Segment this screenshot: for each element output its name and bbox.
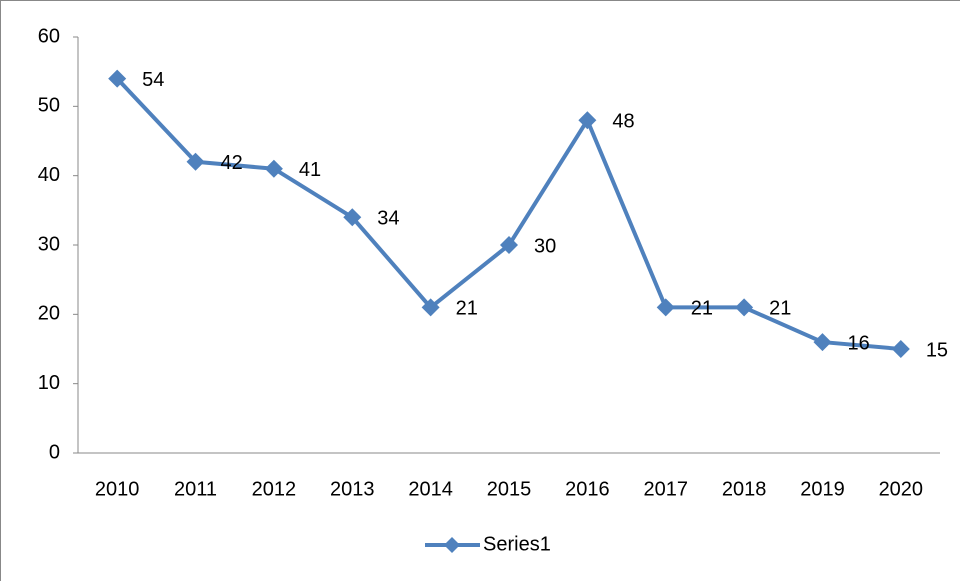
- data-label: 21: [456, 298, 478, 320]
- data-label: 54: [142, 69, 164, 91]
- y-tick-label: 20: [38, 303, 60, 325]
- data-label: 15: [926, 339, 948, 361]
- data-label: 16: [847, 332, 869, 354]
- y-tick-label: 40: [38, 164, 60, 186]
- x-tick-label: 2016: [565, 478, 610, 500]
- point-marker: [421, 298, 440, 317]
- legend-label: Series1: [483, 533, 551, 555]
- data-label: 21: [691, 298, 713, 320]
- point-marker: [343, 208, 362, 227]
- data-label: 21: [769, 298, 791, 320]
- data-label: 30: [534, 235, 556, 257]
- y-tick-label: 50: [38, 95, 60, 117]
- x-tick-label: 2011: [174, 478, 217, 500]
- point-marker: [656, 298, 675, 317]
- y-tick-label: 30: [38, 233, 60, 255]
- y-tick-label: 10: [38, 372, 60, 394]
- point-marker: [108, 69, 127, 88]
- y-tick-label: 0: [49, 441, 60, 463]
- point-marker: [578, 111, 597, 130]
- x-tick-label: 2013: [330, 478, 375, 500]
- legend-marker: [444, 537, 460, 553]
- x-tick-label: 2012: [252, 478, 297, 500]
- x-tick-label: 2010: [95, 478, 140, 500]
- x-tick-label: 2014: [408, 478, 453, 500]
- x-tick-label: 2017: [643, 478, 688, 500]
- x-tick-label: 2019: [800, 478, 845, 500]
- point-marker: [891, 340, 910, 358]
- y-tick-label: 60: [38, 25, 60, 47]
- point-marker: [186, 152, 205, 171]
- data-label: 34: [377, 208, 399, 230]
- point-marker: [735, 298, 754, 317]
- x-tick-label: 2018: [722, 478, 767, 500]
- point-marker: [813, 333, 832, 352]
- x-tick-label: 2020: [879, 478, 924, 500]
- data-label: 42: [221, 152, 243, 174]
- data-label: 41: [299, 159, 321, 181]
- x-tick-label: 2015: [487, 478, 532, 500]
- point-marker: [500, 236, 518, 254]
- point-marker: [264, 159, 283, 178]
- data-label: 48: [612, 110, 634, 132]
